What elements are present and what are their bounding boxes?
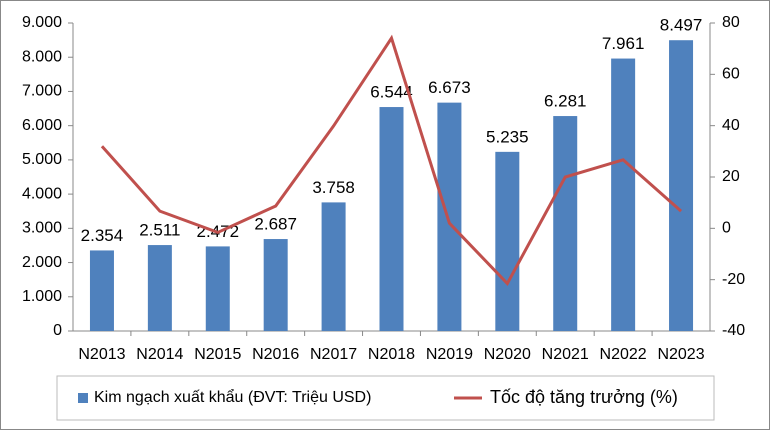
bar — [89, 250, 114, 331]
x-tick-label: N2023 — [657, 346, 704, 363]
y-tick-label: 1.000 — [22, 288, 62, 305]
y-tick-label: 4.000 — [22, 185, 62, 202]
bar — [495, 151, 520, 331]
bar — [553, 116, 578, 331]
y-tick-label: 0 — [53, 322, 62, 339]
x-tick-label: N2022 — [600, 346, 647, 363]
data-label: 6.281 — [544, 92, 587, 111]
y-tick-label: 7.000 — [22, 83, 62, 100]
line — [100, 34, 683, 287]
data-label: 3.758 — [312, 178, 355, 197]
y2-tick-label: 40 — [722, 117, 740, 134]
y-tick-label: 2.000 — [22, 254, 62, 271]
x-tick-label: N2018 — [368, 346, 415, 363]
legend-swatch — [78, 393, 88, 403]
y-tick-label: 9.000 — [22, 14, 62, 31]
y2-tick-label: -20 — [722, 271, 745, 288]
bar — [669, 40, 694, 332]
x-tick-label: N2016 — [252, 346, 299, 363]
legend-label: Kim ngạch xuất khẩu (ĐVT: Triệu USD) — [94, 388, 371, 406]
legend-label: Tốc độ tăng trưởng (%) — [490, 387, 678, 407]
legend-box — [56, 375, 715, 421]
x-tick-label: N2020 — [484, 346, 531, 363]
y-tick-label: 3.000 — [22, 220, 62, 237]
y-tick-label: 5.000 — [22, 151, 62, 168]
data-label: 2.354 — [81, 226, 124, 245]
bar — [263, 239, 288, 331]
y-tick-label: 6.000 — [22, 117, 62, 134]
data-label: 7.961 — [602, 34, 645, 53]
x-tick-label: N2013 — [78, 346, 125, 363]
x-tick-label: N2015 — [194, 346, 241, 363]
data-label: 6.544 — [370, 83, 413, 102]
x-tick-label: N2021 — [542, 346, 589, 363]
y2-tick-label: -40 — [722, 322, 745, 339]
bar — [611, 58, 636, 332]
y-tick-label: 8.000 — [22, 48, 62, 65]
data-label: 2.687 — [254, 215, 297, 234]
bar — [437, 102, 462, 332]
x-tick-label: N2019 — [426, 346, 473, 363]
data-label: 8.497 — [660, 16, 703, 35]
bar — [321, 202, 346, 331]
data-label: 6.673 — [428, 78, 471, 97]
data-label: 2.511 — [139, 221, 180, 240]
y2-tick-label: 0 — [722, 220, 731, 237]
y2-tick-label: 60 — [722, 66, 740, 83]
bar — [379, 107, 404, 331]
data-label: 5.235 — [486, 127, 529, 146]
y2-tick-label: 20 — [722, 168, 740, 185]
bar — [147, 245, 172, 331]
x-tick-label: N2014 — [136, 346, 183, 363]
bar — [205, 246, 230, 331]
y2-tick-label: 80 — [722, 14, 740, 31]
x-tick-label: N2017 — [310, 346, 357, 363]
